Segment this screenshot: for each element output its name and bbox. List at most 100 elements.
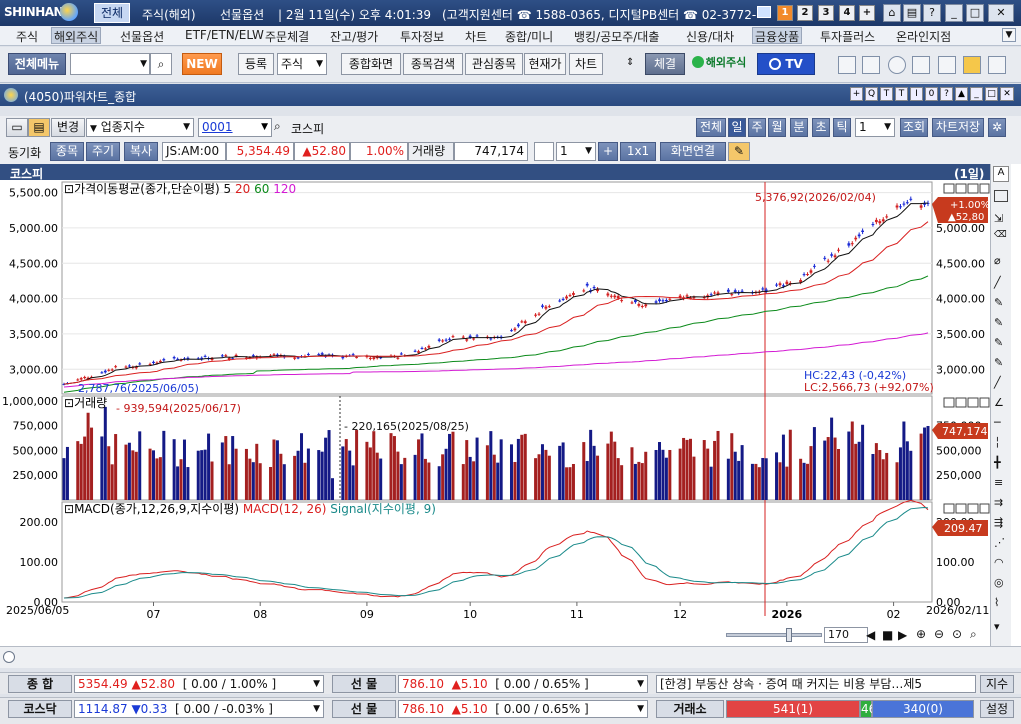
screen-save-icon[interactable] [912, 56, 930, 74]
arrow-up-icon[interactable]: ▲ [955, 87, 968, 101]
layout-icon[interactable] [938, 56, 956, 74]
current-price-button[interactable]: 현재가 [524, 53, 566, 75]
highlighter-icon[interactable]: ✎ [994, 336, 1004, 349]
sync-stock-button[interactable]: 종목 [50, 142, 84, 161]
calculator-icon[interactable] [862, 56, 880, 74]
menu-invest-plus[interactable]: 투자플러스 [820, 30, 876, 44]
period-day-button[interactable]: 일 [728, 118, 746, 137]
menu-order[interactable]: 주문체결 [265, 30, 310, 44]
menu-futures[interactable]: 선물옵션 [120, 30, 165, 44]
pane-buttons[interactable] [943, 183, 990, 514]
zoom-stop-icon[interactable]: ■ [882, 628, 894, 642]
quote-icon[interactable]: Q [865, 87, 878, 101]
vline-tool-icon[interactable]: ╎ [994, 436, 1001, 449]
pen-icon[interactable]: ✎ [728, 142, 750, 161]
zoom-in-icon[interactable]: ⊕ [916, 627, 927, 641]
arc-tool-icon[interactable]: ◠ [994, 556, 1004, 569]
zoom-slider-track[interactable] [726, 633, 822, 637]
menu-financial-products[interactable]: 금융상품 [752, 27, 803, 44]
close-icon[interactable]: ✕ [988, 4, 1014, 22]
screen-2-button[interactable]: 2 [797, 5, 813, 21]
sub-minimize-icon[interactable]: _ [970, 87, 983, 101]
angle-tool-icon[interactable]: ∠ [994, 396, 1004, 409]
text-icon[interactable]: T [895, 87, 908, 101]
printer-icon[interactable] [838, 56, 856, 74]
fibo-tool-icon[interactable]: ⇉ [994, 496, 1004, 509]
folder-icon[interactable]: ▤ [28, 118, 50, 137]
overseas-stock-link[interactable]: 해외주식 [690, 53, 748, 75]
composite-value[interactable]: 5354.49 ▲52.80 [ 0.00 / 1.00% ] ▼ [74, 675, 324, 693]
futures-value-2[interactable]: 786.10 ▲5.10 [ 0.00 / 0.65% ] ▼ [398, 700, 648, 718]
tab-all[interactable]: 전체 [94, 3, 130, 23]
menu-stock[interactable]: 주식 [16, 30, 39, 44]
tab-futures-options[interactable]: 선물옵션 [220, 8, 265, 22]
screen-3-button[interactable]: 3 [818, 5, 834, 21]
stock-search-button[interactable]: 종목검색 [403, 53, 463, 75]
menu-chart[interactable]: 차트 [465, 30, 488, 44]
kosdaq-value[interactable]: 1114.87 ▼0.33 [ 0.00 / -0.03% ] ▼ [74, 700, 324, 718]
scroll-down-icon[interactable]: ▾ [994, 620, 1000, 633]
zoom-value[interactable]: 170 [824, 627, 868, 643]
delete-all-icon[interactable]: ⌫ [994, 230, 1007, 240]
menu-search-input[interactable]: ▼ [70, 53, 150, 75]
zoom-prev-icon[interactable]: ◀ [866, 628, 876, 642]
zoom-reset-icon[interactable]: ⊙ [952, 627, 963, 641]
settings-button[interactable]: 설정 [980, 700, 1014, 718]
chart-button[interactable]: 차트 [569, 53, 603, 75]
screen-1-button[interactable]: 1 [777, 5, 793, 21]
period-tick-button[interactable]: 틱 [833, 118, 851, 137]
sync-period-button[interactable]: 주기 [86, 142, 120, 161]
index-type-select[interactable]: ▼ 업종지수 ▼ [86, 118, 194, 137]
help-icon[interactable]: ? [923, 4, 941, 22]
watchlist-button[interactable]: 관심종목 [465, 53, 523, 75]
tab-overseas-stock[interactable]: 주식(해외) [142, 8, 196, 22]
period-all-button[interactable]: 전체 [696, 118, 726, 137]
screen-4-button[interactable]: 4 [839, 5, 855, 21]
screen-add-button[interactable]: + [859, 5, 875, 21]
chart-checkbox[interactable] [534, 142, 554, 161]
window-list-icon[interactable] [988, 56, 1006, 74]
marker-tool-icon[interactable]: ✎ [994, 316, 1004, 329]
tv-button[interactable]: TV [757, 53, 815, 75]
settings-icon[interactable]: ✲ [988, 118, 1006, 137]
magnet-tool-icon[interactable]: ⇲ [994, 212, 1004, 225]
menu-overseas-stock[interactable]: 해외주식 [51, 27, 102, 44]
chart-save-button[interactable]: 차트저장 [932, 118, 984, 137]
layout-1x1-button[interactable]: 1x1 [620, 142, 656, 161]
menu-info[interactable]: 투자정보 [400, 30, 445, 44]
futures-value-1[interactable]: 786.10 ▲5.10 [ 0.00 / 0.65% ] ▼ [398, 675, 648, 693]
add-chart-icon[interactable]: + [598, 142, 618, 161]
eraser-icon[interactable]: ⌀ [994, 254, 1001, 267]
hline-tool-icon[interactable]: ─ [994, 416, 1001, 429]
zoom-search-icon[interactable]: ⌕ [970, 627, 977, 641]
line-tool-icon[interactable]: ╱ [994, 276, 1001, 289]
crosshair-tool-icon[interactable] [994, 190, 1008, 202]
info-icon[interactable]: I [910, 87, 923, 101]
chevron-down-icon[interactable]: ▼ [1002, 28, 1016, 42]
menu-online-branch[interactable]: 온라인지점 [896, 30, 952, 44]
chart-count-select[interactable]: 1 ▼ [556, 142, 596, 161]
news-ticker[interactable]: [한경] 부동산 상속 · 증여 때 커지는 비용 부담…제5 [656, 675, 976, 693]
pin-icon[interactable]: T [880, 87, 893, 101]
layout-toggle-icon[interactable]: ▭ [6, 118, 28, 137]
price-chart[interactable]: 5,500.00 5,000.00 5,000.00 4,500.00 4,500.00… [0, 180, 990, 646]
cursor-tool-icon[interactable]: A [993, 166, 1009, 182]
menu-credit[interactable]: 신용/대차 [686, 30, 735, 44]
cross-tool-icon[interactable]: ╋ [994, 456, 1001, 469]
zoom-out-icon[interactable]: ⊖ [934, 627, 945, 641]
zero-icon[interactable]: 0 [925, 87, 938, 101]
menu-mini[interactable]: 종합/미니 [505, 30, 554, 44]
channel-tool-icon[interactable]: ≡ [994, 476, 1004, 489]
gann-tool-icon[interactable]: ⇶ [994, 516, 1004, 529]
zoom-next-icon[interactable]: ▶ [898, 628, 908, 642]
spiral-tool-icon[interactable]: ◎ [994, 576, 1004, 589]
more-icon[interactable]: ⇕ [626, 57, 635, 68]
summary-screen-button[interactable]: 종합화면 [341, 53, 401, 75]
code-search-icon[interactable]: ⌕ [274, 119, 281, 133]
register-button[interactable]: 등록 [238, 53, 274, 75]
execution-button[interactable]: 체결 [645, 53, 685, 75]
period-count-select[interactable]: 1 ▼ [855, 118, 895, 137]
cycle-tool-icon[interactable]: ⌇ [994, 596, 1000, 609]
search-icon[interactable]: ⌕ [150, 53, 172, 75]
all-menu-button[interactable]: 전체메뉴 [8, 53, 66, 75]
